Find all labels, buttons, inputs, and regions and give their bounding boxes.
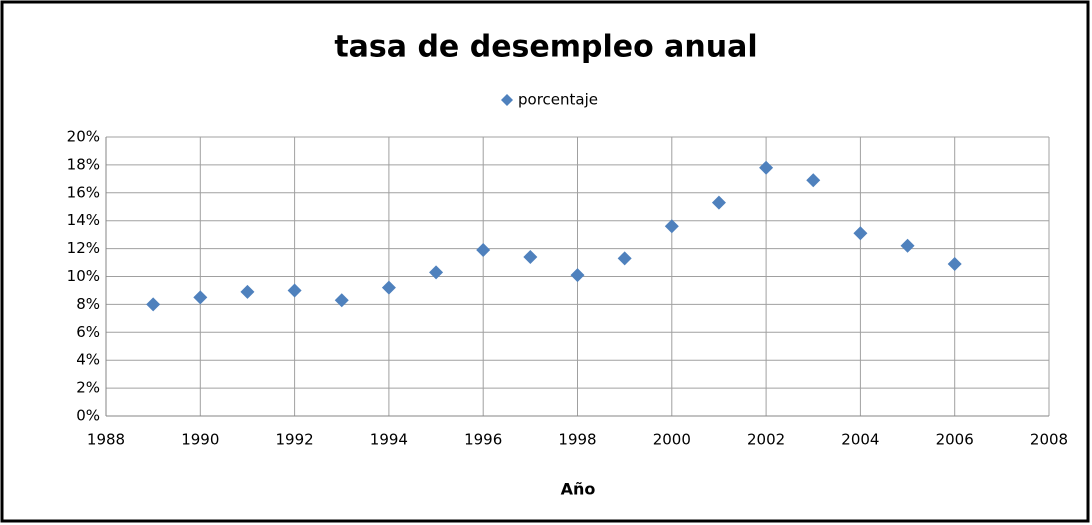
x-tick-label: 2004 — [841, 431, 879, 449]
point — [429, 265, 444, 280]
x-tick-label: 1994 — [370, 431, 408, 449]
x-tick-label: 1992 — [276, 431, 314, 449]
y-tick-label: 18% — [67, 155, 100, 173]
point — [523, 249, 538, 264]
y-tick-label: 14% — [67, 211, 100, 229]
point — [287, 283, 302, 298]
point — [146, 297, 161, 312]
x-axis-label: Año — [561, 480, 596, 499]
point — [711, 195, 726, 210]
point — [806, 173, 821, 188]
x-tick-label: 2000 — [653, 431, 691, 449]
x-tick-label: 2008 — [1030, 431, 1068, 449]
point — [617, 251, 632, 266]
y-tick-label: 12% — [67, 239, 100, 257]
x-tick-label: 1988 — [87, 431, 125, 449]
y-tick-label: 8% — [76, 295, 100, 313]
legend-label: porcentaje — [518, 91, 598, 109]
x-tick-label: 2002 — [747, 431, 785, 449]
x-tick-label: 1996 — [464, 431, 502, 449]
point — [900, 238, 915, 253]
x-tick-label: 1998 — [558, 431, 596, 449]
point — [381, 280, 396, 295]
point — [334, 293, 349, 308]
x-tick-label: 2006 — [936, 431, 974, 449]
point — [759, 160, 774, 175]
point — [476, 242, 491, 257]
x-tick-label: 1990 — [181, 431, 219, 449]
y-tick-label: 4% — [76, 351, 100, 369]
point — [853, 226, 868, 241]
y-tick-label: 6% — [76, 323, 100, 341]
point — [570, 268, 585, 283]
chart-title: tasa de desempleo anual — [334, 30, 757, 65]
legend-marker — [501, 94, 513, 106]
y-tick-label: 10% — [67, 267, 100, 285]
point — [664, 219, 679, 234]
y-tick-label: 2% — [76, 379, 100, 397]
point — [193, 290, 208, 305]
y-tick-label: 0% — [76, 407, 100, 425]
point — [947, 256, 962, 271]
y-tick-label: 20% — [67, 128, 100, 146]
point — [240, 284, 255, 299]
y-tick-label: 16% — [67, 183, 100, 201]
